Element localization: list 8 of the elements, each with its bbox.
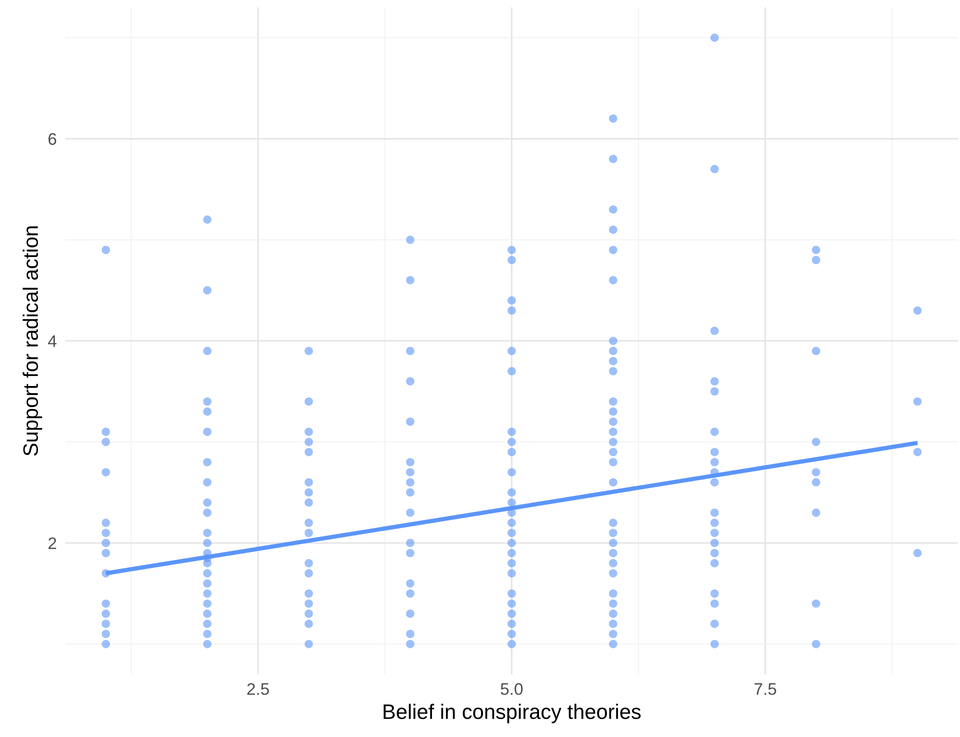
x-tick-label: 7.5 (754, 683, 776, 695)
x-axis-title: Belief in conspiracy theories (384, 704, 641, 724)
y-tick-label: 2 (48, 537, 56, 550)
y-tick-label: 4 (48, 335, 56, 347)
y-tick-label: 6 (48, 133, 56, 145)
y-axis-title: Support for radical action (22, 226, 42, 456)
x-tick-label: 5.0 (500, 683, 523, 695)
x-tick-label: 2.5 (247, 683, 269, 695)
